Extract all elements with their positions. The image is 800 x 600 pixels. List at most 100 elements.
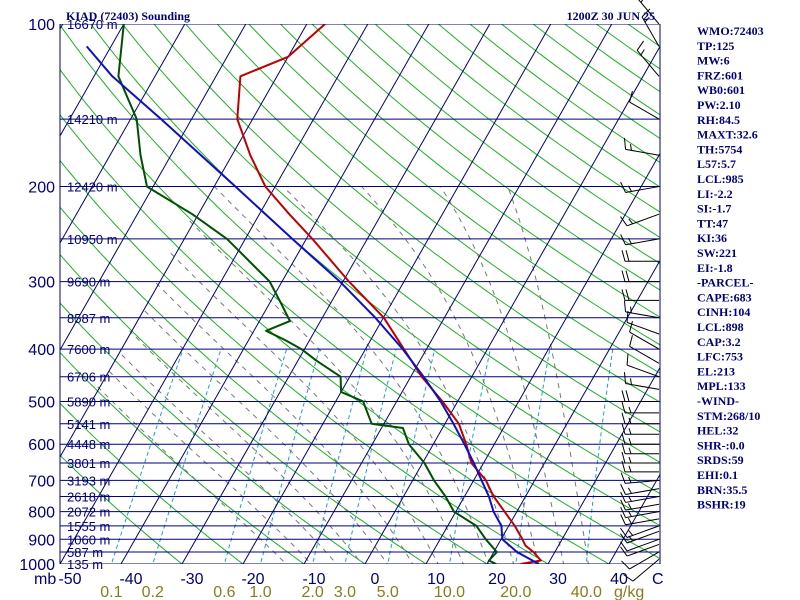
background-lines <box>60 24 660 564</box>
dry-adiabat <box>60 302 366 564</box>
stat-line: EI:-1.8 <box>697 261 733 275</box>
wind-barb <box>620 213 660 227</box>
wind-barb <box>620 525 660 538</box>
pressure-tick: 700 <box>28 473 55 490</box>
wind-barb <box>626 353 660 378</box>
temperature-tick: 30 <box>549 571 567 588</box>
temperature-tick: -10 <box>302 571 325 588</box>
mixing-ratio-line <box>515 349 551 564</box>
wind-barb <box>620 181 660 193</box>
isotherm <box>547 366 660 564</box>
mixing-ratio-line <box>110 348 184 564</box>
isotherm <box>181 24 491 564</box>
wind-barb <box>621 433 659 445</box>
isotherm <box>364 45 660 564</box>
wind-barb <box>638 0 660 25</box>
pressure-tick: 1000 <box>19 557 55 574</box>
temperature-tick: 20 <box>488 571 506 588</box>
isotherm <box>60 24 247 351</box>
temperature-tick: -20 <box>241 571 264 588</box>
height-label: 3193 m <box>67 473 110 488</box>
stat-line: -PARCEL- <box>697 276 753 290</box>
isotherm <box>242 24 552 564</box>
pressure-tick: 100 <box>28 17 55 34</box>
wind-barb <box>623 558 660 582</box>
chart-title: KIAD (72403) Sounding <box>66 9 190 23</box>
height-label: 1060 m <box>67 532 110 547</box>
moist-adiabat <box>282 186 515 564</box>
moist-adiabat <box>97 386 287 564</box>
stat-line: SI:-1.7 <box>697 202 731 216</box>
stat-line: HEL:32 <box>697 424 738 438</box>
wind-barb <box>620 234 660 246</box>
wind-barb <box>620 538 660 552</box>
mixing-ratio-line <box>223 348 288 564</box>
dry-adiabat <box>60 454 183 564</box>
stat-line: SHR-:0.0 <box>697 438 745 452</box>
moist-adiabats <box>97 186 589 564</box>
pressure-axis-unit: mb <box>34 571 56 588</box>
wind-barb <box>636 40 660 77</box>
pressure-tick-labels: 100 200 300 400 500 600 700 800 900 1000 <box>19 17 55 574</box>
wind-barb <box>626 310 660 335</box>
stat-line: RH:84.5 <box>697 113 740 127</box>
stat-line: LCL:985 <box>697 172 744 186</box>
dry-adiabat <box>60 402 244 564</box>
isotherm <box>303 24 613 564</box>
wind-barb <box>623 300 660 319</box>
stat-line: TH:5754 <box>697 142 742 156</box>
wind-barb <box>620 514 660 526</box>
stat-line: CAPE:683 <box>697 290 752 304</box>
dry-adiabat <box>60 253 427 564</box>
moist-adiabat <box>187 218 464 564</box>
wind-barb <box>620 491 660 503</box>
stat-line: SRDS:59 <box>697 453 744 467</box>
stat-line: MPL:133 <box>697 379 746 393</box>
temperature-axis-unit: C <box>652 571 664 588</box>
moist-adiabat <box>106 368 312 564</box>
isotherm <box>60 24 125 137</box>
stat-line: STM:268/10 <box>697 409 760 423</box>
pressure-tick: 300 <box>28 275 55 292</box>
height-label: 135 m <box>67 557 103 572</box>
stat-line: CINH:104 <box>697 305 750 319</box>
height-label: 587 m <box>67 545 103 560</box>
temperature-tick: -40 <box>119 571 142 588</box>
height-label: 4448 m <box>67 437 110 452</box>
height-label: 7600 m <box>67 342 110 357</box>
stat-line: KI:36 <box>697 231 727 245</box>
moist-adiabat <box>118 351 338 564</box>
wind-barb <box>621 289 659 301</box>
chart-time: 1200Z 30 JUN 25 <box>567 9 655 23</box>
wind-barb <box>621 423 659 435</box>
mixing-ratio-tick-labels: 0.1 0.2 0.6 1.0 2.0 3.0 5.0 10.0 20.0 40.0 <box>100 584 602 600</box>
height-label: 6706 m <box>67 370 110 385</box>
mixing-ratio-line <box>585 349 614 564</box>
wind-barb <box>629 90 660 120</box>
wind-barb <box>621 250 659 262</box>
wind-barb <box>629 335 660 364</box>
stat-line: PW:2.10 <box>697 98 741 112</box>
height-label: 16670 m <box>67 17 118 32</box>
wind-barb <box>641 8 660 47</box>
wind-barb <box>623 372 660 390</box>
stat-line: TT:47 <box>697 216 728 230</box>
wind-barb <box>623 137 660 156</box>
wind-barb <box>621 451 659 464</box>
mixing-ratio-unit: g/kg <box>614 584 644 600</box>
stat-line: L57:5.7 <box>697 157 736 171</box>
wind-barb <box>621 551 660 570</box>
pressure-tick: 600 <box>28 437 55 454</box>
temperature-tick: -50 <box>58 571 81 588</box>
mixing-ratio-tick: 0.1 <box>100 584 122 600</box>
moist-adiabat <box>361 186 540 564</box>
height-label: 3801 m <box>67 456 110 471</box>
stat-line: CAP:3.2 <box>697 335 741 349</box>
stat-line: FRZ:601 <box>697 68 743 82</box>
isotherm <box>60 24 369 564</box>
moist-adiabat <box>140 307 388 564</box>
wind-barb <box>620 543 660 557</box>
moist-adiabat <box>214 186 490 564</box>
mixing-ratio-tick: 40.0 <box>571 584 602 600</box>
